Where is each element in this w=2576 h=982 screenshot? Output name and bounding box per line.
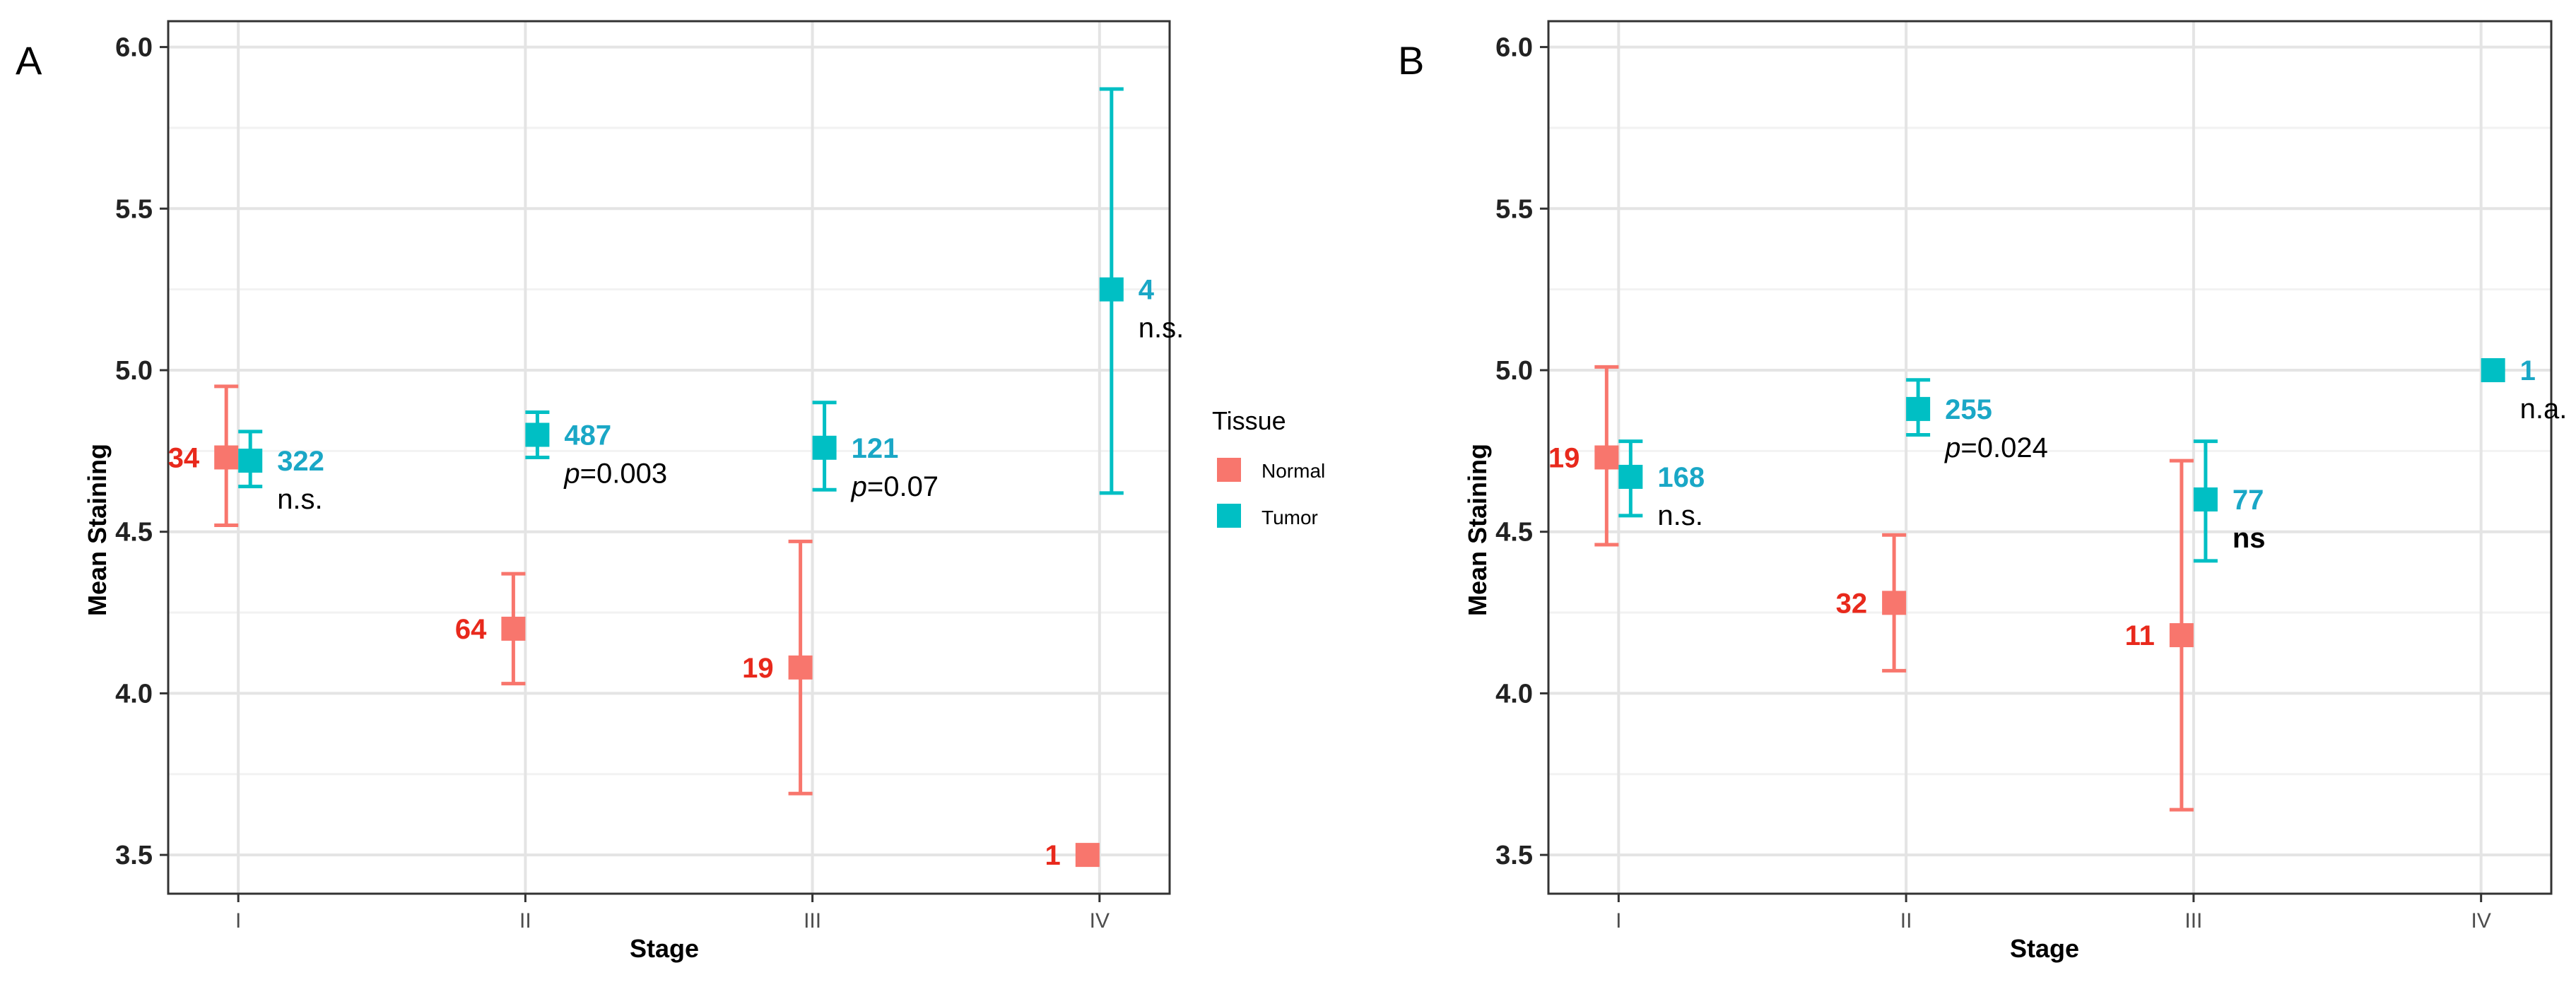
panel-b-x-tick-label: II — [1900, 909, 1912, 933]
tumor-count-label: 487 — [564, 420, 611, 451]
panel-a-y-tick-label: 4.5 — [115, 518, 153, 548]
panel-b-x-tick-label: IV — [2471, 909, 2490, 933]
tumor-point-b-IV — [2481, 358, 2505, 382]
tumor-point-a-III — [812, 435, 837, 460]
normal-count-label: 34 — [168, 443, 200, 474]
significance-annotation: p=0.024 — [1944, 432, 2048, 463]
panel-a-x-tick-label: IV — [1090, 909, 1110, 933]
tumor-count-label: 322 — [277, 446, 324, 477]
panel-a-plot-border — [167, 20, 1171, 895]
significance-annotation: n.s. — [1657, 500, 1702, 531]
panel-b-y-axis-title: Mean Staining — [1463, 444, 1492, 616]
legend-swatch-tumor — [1217, 504, 1241, 528]
tumor-count-label: 77 — [2233, 485, 2264, 516]
tumor-point-a-II — [525, 422, 550, 447]
tumor-point-a-I — [238, 449, 263, 473]
legend: Tissue Normal Tumor — [1212, 406, 1325, 528]
normal-count-label: 19 — [742, 653, 774, 684]
legend-swatch-normal — [1217, 458, 1241, 482]
normal-point-b-I — [1594, 445, 1619, 470]
normal-count-label: 19 — [1548, 443, 1580, 474]
tumor-point-b-I — [1618, 464, 1643, 489]
panel-a: A Mean Staining Stage 3.5 4.0 4.5 5.0 5.5 6.0… — [16, 20, 1184, 963]
panel-a-x-axis-title: Stage — [630, 934, 699, 963]
significance-annotation: n.s. — [1139, 313, 1184, 344]
panel-b-y-tick-label: 5.0 — [1495, 356, 1533, 386]
panel-a-y-tick-label: 6.0 — [115, 33, 153, 63]
tumor-point-b-III — [2193, 487, 2218, 511]
panel-b-y-tick-label: 6.0 — [1495, 33, 1533, 63]
legend-label-normal: Normal — [1261, 460, 1325, 482]
normal-count-label: 11 — [2125, 620, 2155, 651]
significance-annotation: ns — [2233, 523, 2266, 554]
panel-a-x-tick-label: III — [804, 909, 821, 933]
significance-annotation: p=0.003 — [563, 458, 667, 489]
legend-title: Tissue — [1212, 406, 1286, 435]
panel-b-x-axis-title: Stage — [2010, 934, 2079, 963]
normal-point-b-II — [1882, 591, 1907, 615]
tumor-count-label: 121 — [852, 433, 899, 464]
panel-b-x-tick-label: I — [1616, 909, 1621, 933]
normal-point-b-III — [2169, 623, 2194, 648]
p-symbol: p — [1944, 432, 1960, 463]
normal-point-a-IV — [1075, 843, 1100, 868]
panel-a-y-tick-label: 5.0 — [115, 356, 153, 386]
panel-a-x-tick-label: I — [235, 909, 241, 933]
p-symbol: p — [563, 458, 580, 489]
panel-b-y-tick-label: 3.5 — [1495, 841, 1533, 870]
panel-a-x-tick-label: II — [519, 909, 531, 933]
panel-b: B Mean Staining Stage 3.5 4.0 4.5 5.0 5.5 6.0… — [1398, 20, 2568, 963]
panel-a-y-tick-label: 3.5 — [115, 841, 153, 870]
significance-annotation: p=0.07 — [851, 471, 939, 502]
p-value: =0.024 — [1960, 432, 2047, 463]
panel-b-y-tick-label: 4.5 — [1495, 518, 1533, 548]
panel-b-plot-border — [1547, 20, 2553, 895]
p-symbol: p — [851, 471, 867, 502]
legend-label-tumor: Tumor — [1261, 507, 1318, 528]
p-value: =0.003 — [580, 458, 667, 489]
tumor-point-b-II — [1906, 396, 1931, 421]
panel-a-y-tick-label: 5.5 — [115, 194, 153, 224]
panel-a-y-tick-label: 4.0 — [115, 679, 153, 709]
normal-point-a-I — [214, 445, 239, 470]
normal-point-a-II — [501, 616, 526, 641]
panel-b-y-tick-label: 4.0 — [1495, 679, 1533, 709]
tumor-point-a-IV — [1099, 277, 1124, 302]
tumor-count-label: 1 — [2520, 355, 2536, 386]
normal-count-label: 32 — [1836, 588, 1868, 619]
p-value: =0.07 — [867, 471, 939, 502]
normal-point-a-III — [788, 655, 813, 680]
tumor-count-label: 168 — [1657, 462, 1705, 493]
tumor-count-label: 255 — [1945, 394, 1992, 425]
significance-annotation: n.a. — [2520, 394, 2568, 425]
tumor-count-label: 4 — [1139, 275, 1155, 306]
significance-annotation: n.s. — [277, 484, 322, 515]
normal-count-label: 1 — [1045, 840, 1061, 871]
panel-b-y-tick-label: 5.5 — [1495, 194, 1533, 224]
panel-letter-a: A — [16, 38, 42, 83]
panel-letter-b: B — [1398, 38, 1424, 83]
panel-a-y-axis-title: Mean Staining — [83, 444, 112, 616]
panel-b-x-tick-label: III — [2184, 909, 2202, 933]
normal-count-label: 64 — [455, 614, 487, 645]
